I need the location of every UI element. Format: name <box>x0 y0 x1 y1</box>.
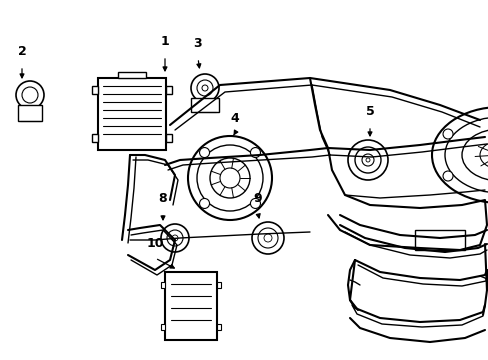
Ellipse shape <box>209 158 249 198</box>
Ellipse shape <box>479 141 488 169</box>
Circle shape <box>22 87 38 103</box>
Text: 1: 1 <box>160 35 169 48</box>
Circle shape <box>161 224 189 252</box>
Bar <box>161 282 164 288</box>
Bar <box>217 324 221 330</box>
Ellipse shape <box>220 168 240 188</box>
Bar <box>98 78 165 150</box>
Text: 4: 4 <box>230 112 239 125</box>
Circle shape <box>202 85 207 91</box>
Bar <box>191 98 219 112</box>
Circle shape <box>172 235 178 241</box>
Circle shape <box>442 171 452 181</box>
Text: 9: 9 <box>253 192 262 205</box>
Text: 2: 2 <box>18 45 26 58</box>
Circle shape <box>199 148 209 158</box>
Circle shape <box>251 222 284 254</box>
Circle shape <box>16 81 44 109</box>
Bar <box>165 134 172 142</box>
Bar <box>118 72 146 78</box>
Circle shape <box>347 140 387 180</box>
Bar <box>161 324 164 330</box>
Circle shape <box>365 158 369 162</box>
Circle shape <box>197 80 213 96</box>
Bar <box>217 282 221 288</box>
Text: 3: 3 <box>193 37 202 50</box>
Circle shape <box>354 147 380 173</box>
Circle shape <box>264 234 271 242</box>
Text: 5: 5 <box>365 105 374 118</box>
Bar <box>164 272 217 340</box>
Ellipse shape <box>187 136 271 220</box>
Bar <box>414 230 464 250</box>
Circle shape <box>442 129 452 139</box>
Circle shape <box>199 198 209 208</box>
Ellipse shape <box>444 117 488 193</box>
Circle shape <box>258 228 278 248</box>
Bar <box>92 134 98 142</box>
Circle shape <box>167 230 183 246</box>
Bar <box>165 86 172 94</box>
Text: 8: 8 <box>159 192 167 205</box>
Text: 10: 10 <box>146 237 163 250</box>
Ellipse shape <box>461 129 488 181</box>
Bar <box>18 105 42 121</box>
Bar <box>92 86 98 94</box>
Circle shape <box>191 74 219 102</box>
Ellipse shape <box>197 145 263 211</box>
Circle shape <box>361 154 373 166</box>
Ellipse shape <box>431 107 488 203</box>
Circle shape <box>250 148 260 158</box>
Circle shape <box>250 198 260 208</box>
